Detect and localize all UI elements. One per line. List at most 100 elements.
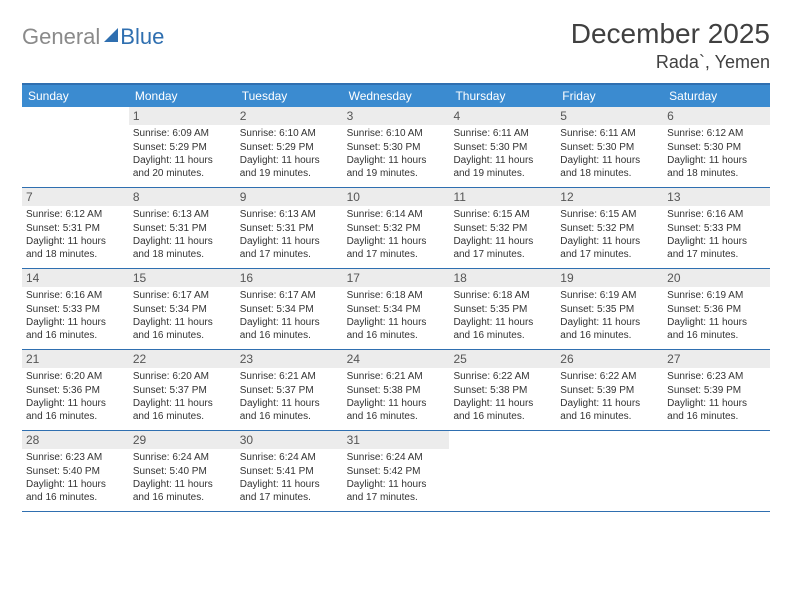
day-number: 28 (22, 431, 129, 449)
day-cell: 18Sunrise: 6:18 AMSunset: 5:35 PMDayligh… (449, 269, 556, 349)
sunset-line: Sunset: 5:37 PM (133, 385, 232, 398)
sunrise-line: Sunrise: 6:12 AM (667, 128, 766, 141)
daylight-line: Daylight: 11 hours and 16 minutes. (26, 317, 125, 342)
day-cell: 5Sunrise: 6:11 AMSunset: 5:30 PMDaylight… (556, 107, 663, 187)
daylight-line: Daylight: 11 hours and 17 minutes. (560, 236, 659, 261)
dow-cell: Monday (129, 85, 236, 107)
day-info: Sunrise: 6:22 AMSunset: 5:38 PMDaylight:… (453, 371, 552, 423)
sunset-line: Sunset: 5:33 PM (26, 304, 125, 317)
day-cell (663, 431, 770, 511)
sunset-line: Sunset: 5:38 PM (347, 385, 446, 398)
day-cell: 28Sunrise: 6:23 AMSunset: 5:40 PMDayligh… (22, 431, 129, 511)
daylight-line: Daylight: 11 hours and 17 minutes. (240, 479, 339, 504)
sunrise-line: Sunrise: 6:19 AM (560, 290, 659, 303)
sunrise-line: Sunrise: 6:23 AM (26, 452, 125, 465)
sunrise-line: Sunrise: 6:09 AM (133, 128, 232, 141)
daylight-line: Daylight: 11 hours and 17 minutes. (453, 236, 552, 261)
sunrise-line: Sunrise: 6:23 AM (667, 371, 766, 384)
day-number: 21 (22, 350, 129, 368)
sunset-line: Sunset: 5:39 PM (667, 385, 766, 398)
day-number: 26 (556, 350, 663, 368)
day-info: Sunrise: 6:20 AMSunset: 5:36 PMDaylight:… (26, 371, 125, 423)
logo-text-blue: Blue (120, 24, 164, 50)
day-cell: 9 Sunrise: 6:13 AMSunset: 5:31 PMDaylight… (236, 188, 343, 268)
sunset-line: Sunset: 5:36 PM (26, 385, 125, 398)
day-number: 12 (556, 188, 663, 206)
daylight-line: Daylight: 11 hours and 18 minutes. (26, 236, 125, 261)
daylight-line: Daylight: 11 hours and 17 minutes. (667, 236, 766, 261)
day-cell: 26Sunrise: 6:22 AMSunset: 5:39 PMDayligh… (556, 350, 663, 430)
day-cell: 4Sunrise: 6:11 AMSunset: 5:30 PMDaylight… (449, 107, 556, 187)
daylight-line: Daylight: 11 hours and 16 minutes. (347, 398, 446, 423)
day-cell: 7Sunrise: 6:12 AMSunset: 5:31 PMDaylight… (22, 188, 129, 268)
day-info: Sunrise: 6:16 AMSunset: 5:33 PMDaylight:… (667, 209, 766, 261)
sunset-line: Sunset: 5:30 PM (453, 142, 552, 155)
day-info: Sunrise: 6:09 AMSunset: 5:29 PMDaylight:… (133, 128, 232, 180)
sunrise-line: Sunrise: 6:24 AM (347, 452, 446, 465)
day-cell: 11Sunrise: 6:15 AMSunset: 5:32 PMDayligh… (449, 188, 556, 268)
sunset-line: Sunset: 5:29 PM (240, 142, 339, 155)
day-number: 1 (129, 107, 236, 125)
day-cell: 17Sunrise: 6:18 AMSunset: 5:34 PMDayligh… (343, 269, 450, 349)
day-info: Sunrise: 6:24 AMSunset: 5:42 PMDaylight:… (347, 452, 446, 504)
sunrise-line: Sunrise: 6:22 AM (453, 371, 552, 384)
day-cell: 2Sunrise: 6:10 AMSunset: 5:29 PMDaylight… (236, 107, 343, 187)
sunset-line: Sunset: 5:41 PM (240, 466, 339, 479)
day-info: Sunrise: 6:13 AMSunset: 5:31 PMDaylight:… (240, 209, 339, 261)
day-number: 18 (449, 269, 556, 287)
day-info: Sunrise: 6:21 AMSunset: 5:38 PMDaylight:… (347, 371, 446, 423)
sunrise-line: Sunrise: 6:11 AM (560, 128, 659, 141)
day-number: 27 (663, 350, 770, 368)
day-number: 8 (129, 188, 236, 206)
sunrise-line: Sunrise: 6:16 AM (26, 290, 125, 303)
daylight-line: Daylight: 11 hours and 16 minutes. (667, 317, 766, 342)
day-cell: 3Sunrise: 6:10 AMSunset: 5:30 PMDaylight… (343, 107, 450, 187)
sunrise-line: Sunrise: 6:12 AM (26, 209, 125, 222)
day-number: 6 (663, 107, 770, 125)
day-number: 29 (129, 431, 236, 449)
sunset-line: Sunset: 5:32 PM (560, 223, 659, 236)
sunset-line: Sunset: 5:38 PM (453, 385, 552, 398)
day-info: Sunrise: 6:10 AMSunset: 5:29 PMDaylight:… (240, 128, 339, 180)
sunrise-line: Sunrise: 6:18 AM (453, 290, 552, 303)
day-number: 15 (129, 269, 236, 287)
day-info: Sunrise: 6:14 AMSunset: 5:32 PMDaylight:… (347, 209, 446, 261)
sunset-line: Sunset: 5:34 PM (133, 304, 232, 317)
day-number: 16 (236, 269, 343, 287)
day-info: Sunrise: 6:15 AMSunset: 5:32 PMDaylight:… (560, 209, 659, 261)
sunrise-line: Sunrise: 6:17 AM (133, 290, 232, 303)
sunrise-line: Sunrise: 6:21 AM (240, 371, 339, 384)
day-cell: 29Sunrise: 6:24 AMSunset: 5:40 PMDayligh… (129, 431, 236, 511)
sunrise-line: Sunrise: 6:17 AM (240, 290, 339, 303)
day-cell: 31 Sunrise: 6:24 AMSunset: 5:42 PMDayligh… (343, 431, 450, 511)
day-number: 31 (343, 431, 450, 449)
day-info: Sunrise: 6:19 AMSunset: 5:35 PMDaylight:… (560, 290, 659, 342)
sunset-line: Sunset: 5:34 PM (347, 304, 446, 317)
day-number: 23 (236, 350, 343, 368)
sunset-line: Sunset: 5:30 PM (667, 142, 766, 155)
daylight-line: Daylight: 11 hours and 16 minutes. (133, 479, 232, 504)
day-info: Sunrise: 6:12 AMSunset: 5:31 PMDaylight:… (26, 209, 125, 261)
day-info: Sunrise: 6:11 AMSunset: 5:30 PMDaylight:… (560, 128, 659, 180)
day-number: 9 (236, 188, 343, 206)
daylight-line: Daylight: 11 hours and 19 minutes. (347, 155, 446, 180)
day-info: Sunrise: 6:12 AMSunset: 5:30 PMDaylight:… (667, 128, 766, 180)
sunset-line: Sunset: 5:34 PM (240, 304, 339, 317)
day-info: Sunrise: 6:19 AMSunset: 5:36 PMDaylight:… (667, 290, 766, 342)
daylight-line: Daylight: 11 hours and 16 minutes. (133, 317, 232, 342)
day-number: 10 (343, 188, 450, 206)
daylight-line: Daylight: 11 hours and 19 minutes. (240, 155, 339, 180)
sunset-line: Sunset: 5:42 PM (347, 466, 446, 479)
week-row: 21 Sunrise: 6:20 AMSunset: 5:36 PMDayligh… (22, 350, 770, 431)
day-cell: 22Sunrise: 6:20 AMSunset: 5:37 PMDayligh… (129, 350, 236, 430)
day-number: 3 (343, 107, 450, 125)
sunset-line: Sunset: 5:31 PM (240, 223, 339, 236)
sunset-line: Sunset: 5:35 PM (560, 304, 659, 317)
sunrise-line: Sunrise: 6:16 AM (667, 209, 766, 222)
daylight-line: Daylight: 11 hours and 16 minutes. (453, 398, 552, 423)
sunrise-line: Sunrise: 6:18 AM (347, 290, 446, 303)
day-cell: 16Sunrise: 6:17 AMSunset: 5:34 PMDayligh… (236, 269, 343, 349)
day-info: Sunrise: 6:17 AMSunset: 5:34 PMDaylight:… (133, 290, 232, 342)
sunrise-line: Sunrise: 6:13 AM (133, 209, 232, 222)
sunset-line: Sunset: 5:30 PM (560, 142, 659, 155)
